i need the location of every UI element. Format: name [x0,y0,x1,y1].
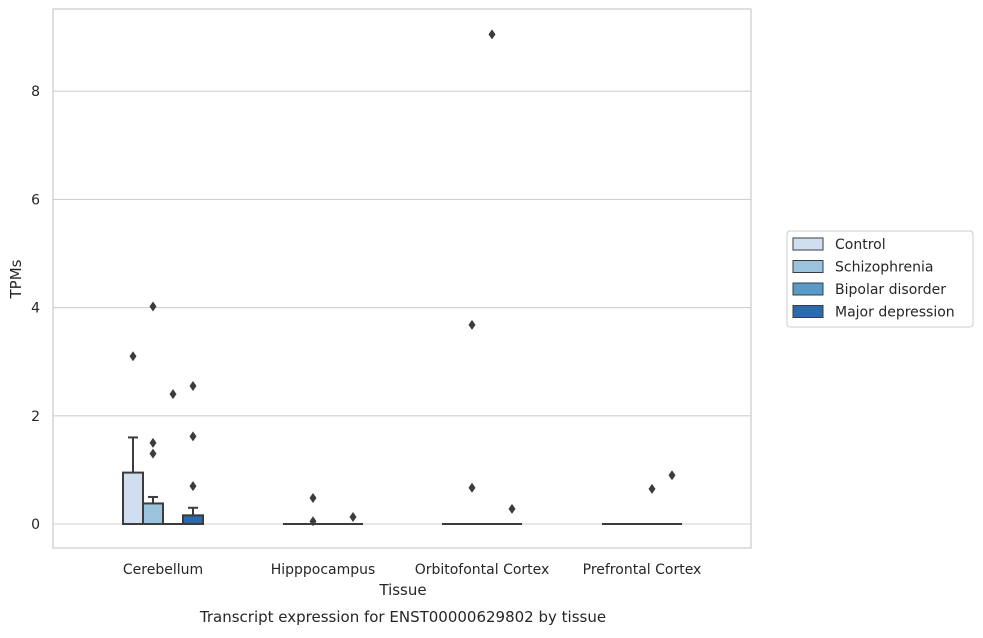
y-axis-label: TPMs [7,259,25,299]
legend-swatch [792,260,824,273]
y-tick-labels: 0 2 4 6 8 [31,84,40,533]
outlier-point [668,470,676,481]
legend-entry: Schizophrenia [792,260,933,276]
outlier-point [309,516,317,527]
outlier-point [468,482,476,493]
outlier-point [169,389,177,400]
legend-label: Schizophrenia [835,260,933,276]
outlier-point [488,29,496,40]
outlier-point [508,503,516,514]
box-body [122,471,144,526]
box-schizophrenia [142,495,164,525]
legend-frame [786,230,974,328]
legend-entry: Control [792,237,886,253]
legend-entry: Bipolar disorder [792,282,946,298]
y-tick-label: 6 [31,192,40,208]
x-tick-labels: Cerebellum Hipppocampus Orbitofontal Corte… [123,562,701,578]
x-tick-label: Orbitofontal Cortex [415,562,550,578]
legend: Control Schizophrenia Bipolar disorder Majo… [786,230,974,328]
outlier-point [129,351,137,362]
outlier-layer [129,29,676,527]
outlier-point [149,301,157,312]
legend-label: Major depression [835,305,955,321]
chart-caption: Transcript expression for ENST0000062980… [199,608,606,626]
outlier-point [149,448,157,459]
box-series-layer [122,436,682,526]
box-control [122,436,144,526]
y-tick-label: 2 [31,409,40,425]
legend-entry: Major depression [792,305,955,321]
outlier-point [309,493,317,504]
outlier-point [189,481,197,492]
y-tick-label: 0 [31,517,40,533]
plot-area-background [53,9,751,548]
x-tick-label: Prefrontal Cortex [583,562,702,578]
outlier-point [189,381,197,392]
legend-swatch [792,305,824,318]
box-major-depression [182,506,204,525]
outlier-point [149,437,157,448]
outlier-point [468,319,476,330]
box-body [182,514,204,525]
x-tick-label: Cerebellum [123,562,203,578]
outlier-point [648,483,656,494]
outlier-point [189,431,197,442]
legend-swatch [792,282,824,296]
legend-label: Bipolar disorder [835,282,946,298]
x-axis-label: Tissue [378,581,426,599]
y-tick-label: 8 [31,84,40,100]
x-tick-label: Hipppocampus [271,562,376,578]
box-body [142,502,164,525]
axes-frame [52,8,752,549]
outlier-point [349,511,357,522]
y-tick-label: 4 [31,301,40,317]
legend-swatch [792,237,824,251]
legend-label: Control [835,237,886,253]
